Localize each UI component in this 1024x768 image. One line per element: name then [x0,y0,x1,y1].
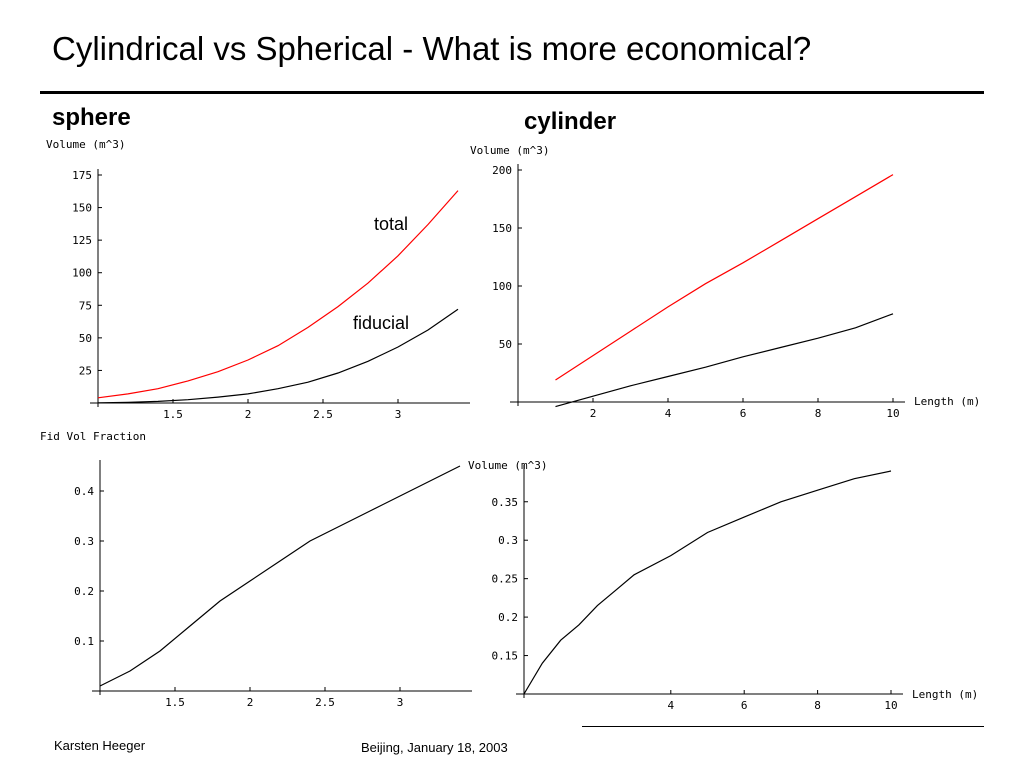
x-tick-label: 10 [886,407,899,420]
y-tick-label: 0.35 [492,496,519,509]
series-line-series-1 [555,313,894,408]
x-tick-label: 10 [884,699,897,712]
y-tick-label: 0.4 [74,485,94,498]
y-axis-label: Volume (m^3) [46,138,125,151]
y-tick-label: 0.3 [498,534,518,547]
y-tick-label: 125 [72,234,92,247]
y-tick-label: 0.25 [492,573,519,586]
y-tick-label: 175 [72,169,92,182]
chart-sphere-fraction: 1.5 2 2.5 3 0.1 0.2 0.3 0.4 Fid Vol Fraction [40,430,472,709]
y-tick-label: 0.2 [74,585,94,598]
x-axis-label: Length (m) [914,395,980,408]
y-tick-label: 0.1 [74,635,94,648]
x-tick-label: 3 [397,696,404,709]
footer-event: Beijing, January 18, 2003 [361,740,508,755]
x-tick-label: 2.5 [315,696,335,709]
y-tick-label: 50 [79,332,92,345]
footer-divider [582,726,984,727]
x-tick-label: 2 [245,408,252,421]
series-line-series-0 [523,470,892,695]
series-line-total [97,190,459,399]
x-axis-label: Length (m) [912,688,978,701]
x-tick-label: 2 [590,407,597,420]
x-tick-label: 4 [667,699,674,712]
title-divider [40,91,984,94]
x-tick-label: 2 [247,696,254,709]
y-tick-label: 100 [72,267,92,280]
series-line-series-0 [99,465,461,687]
x-tick-label: 6 [740,407,747,420]
page-title: Cylindrical vs Spherical - What is more … [52,30,812,67]
x-tick-label: 1.5 [165,696,185,709]
x-tick-label: 2.5 [313,408,333,421]
x-tick-label: 8 [814,699,821,712]
x-tick-label: 1.5 [163,408,183,421]
series-line-fiducial [97,308,459,404]
annotation-fiducial: fiducial [353,313,409,333]
footer-author: Karsten Heeger [54,738,146,753]
y-tick-label: 150 [492,222,512,235]
y-tick-label: 0.15 [492,650,519,663]
x-tick-label: 6 [741,699,748,712]
sphere-label: sphere [52,104,131,131]
y-tick-label: 150 [72,202,92,215]
y-axis-label: Volume (m^3) [468,459,547,472]
y-tick-label: 200 [492,164,512,177]
y-axis-label: Volume (m^3) [470,144,549,157]
y-tick-label: 75 [79,299,92,312]
y-axis-label: Fid Vol Fraction [40,430,146,443]
y-tick-label: 50 [499,338,512,351]
chart-cylinder-fraction: 4 6 8 10 0.15 0.2 0.25 0.3 0.35 Volume (m^3) Lengt… [468,459,978,712]
y-tick-label: 0.2 [498,611,518,624]
chart-cylinder-volume: 2 4 6 8 10 50 100 150 200 Volume (m^3) Length (m) [470,144,980,420]
y-tick-label: 0.3 [74,535,94,548]
y-tick-label: 25 [79,364,92,377]
chart-sphere-volume: 1.5 2 2.5 3 25 50 75 100 125 150 175 Volume (m^3) to… [46,138,470,421]
x-tick-label: 8 [815,407,822,420]
series-line-series-0 [555,174,894,381]
x-tick-label: 4 [665,407,672,420]
x-tick-label: 3 [395,408,402,421]
cylinder-label: cylinder [524,108,617,135]
y-tick-label: 100 [492,280,512,293]
annotation-total: total [374,214,408,234]
